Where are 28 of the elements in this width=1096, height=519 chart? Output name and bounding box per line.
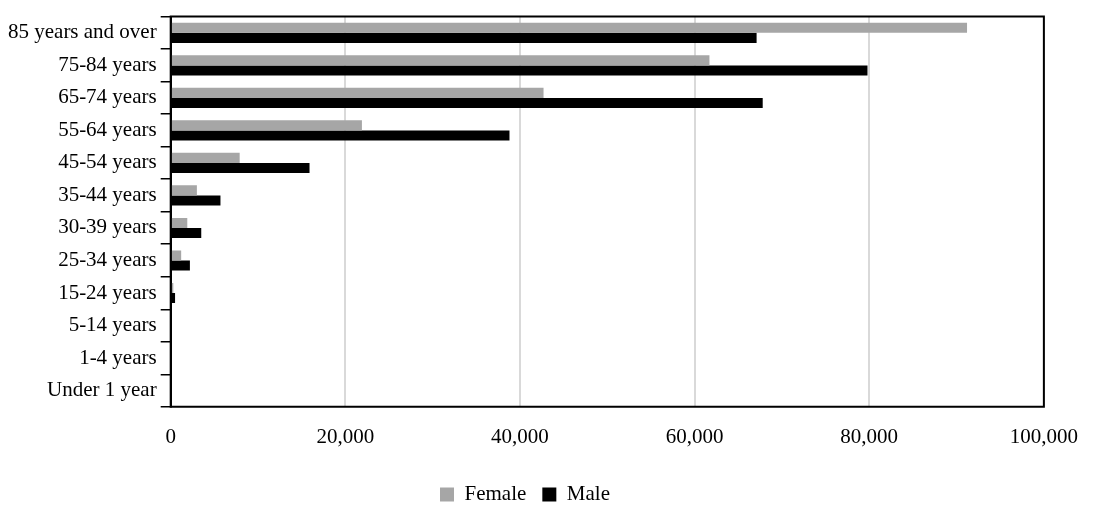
bar [171,217,188,228]
legend-label: Male [566,481,610,506]
bar [171,152,240,163]
bar [171,87,544,98]
y-tick-label: Under 1 year [47,377,157,402]
bar [171,22,968,33]
y-tick-label: 85 years and over [7,19,157,44]
bar [171,55,710,66]
x-tick-label: 60,000 [665,423,724,448]
y-tick-label: 65-74 years [58,84,157,109]
y-tick-label: 15-24 years [58,279,157,304]
y-tick-label: 5-14 years [68,312,157,337]
y-tick-label: 35-44 years [58,181,157,206]
y-tick-label: 75-84 years [58,51,157,76]
bar [171,120,362,131]
bar [171,250,182,261]
y-tick-label: 45-54 years [58,149,157,174]
x-tick-label: 0 [165,423,176,448]
bar [171,185,197,196]
y-tick-label: 30-39 years [58,214,157,239]
x-tick-label: 80,000 [840,423,899,448]
y-tick-label: 55-64 years [58,116,157,141]
y-tick-label: 1-4 years [79,344,157,369]
x-tick-label: 20,000 [316,423,375,448]
x-tick-label: 100,000 [1009,423,1078,448]
x-tick-label: 40,000 [491,423,549,448]
legend-label: Female [464,481,527,506]
y-tick-label: 25-34 years [58,246,157,271]
